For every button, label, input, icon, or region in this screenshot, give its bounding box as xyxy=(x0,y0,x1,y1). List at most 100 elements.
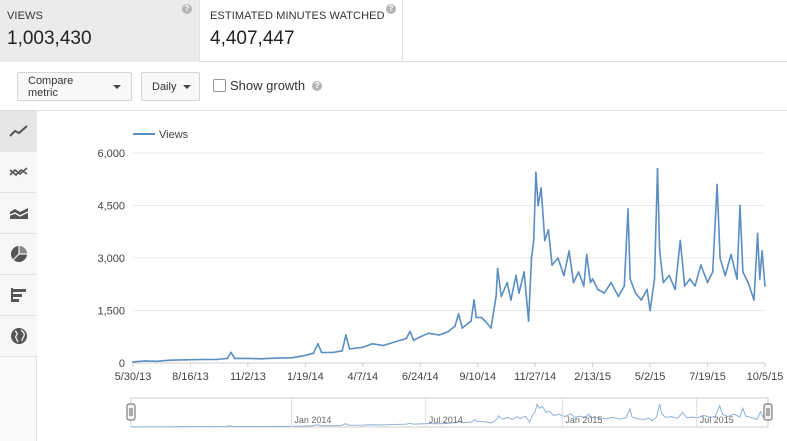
data-point xyxy=(247,357,249,360)
data-point xyxy=(596,288,599,291)
data-point xyxy=(656,167,659,170)
data-point xyxy=(572,281,575,284)
data-point xyxy=(662,281,665,284)
compare-metric-button[interactable]: Compare metric xyxy=(17,72,132,101)
legend-label: Views xyxy=(159,129,189,141)
map-chart-button[interactable] xyxy=(0,316,37,357)
data-point xyxy=(412,339,415,342)
data-point xyxy=(260,357,263,360)
data-point xyxy=(557,257,559,259)
data-point xyxy=(495,295,498,298)
help-icon[interactable]: ? xyxy=(182,4,192,14)
data-point xyxy=(290,356,293,359)
metric-card-views[interactable]: VIEWS 1,003,430 ? xyxy=(0,0,200,62)
data-point xyxy=(535,171,537,174)
data-point xyxy=(658,250,661,252)
x-tick-label: 8/16/13 xyxy=(172,371,209,383)
data-point xyxy=(304,354,307,357)
y-tick-label: 4,500 xyxy=(97,201,125,213)
metric-cards: VIEWS 1,003,430 ? ESTIMATED MINUTES WATC… xyxy=(0,0,787,62)
data-point xyxy=(764,285,766,287)
data-point xyxy=(646,288,649,291)
metric-card-minutes-watched[interactable]: ESTIMATED MINUTES WATCHED 4,407,447 ? xyxy=(200,0,403,62)
data-point xyxy=(617,295,620,298)
data-point xyxy=(694,285,696,287)
show-growth-label: Show growth xyxy=(230,78,306,93)
data-point xyxy=(724,274,727,277)
pie-chart-icon xyxy=(10,245,28,263)
help-icon[interactable]: ? xyxy=(386,4,396,14)
data-point xyxy=(169,359,172,362)
data-point xyxy=(582,285,585,287)
navigator-label: Jul 2015 xyxy=(700,415,734,425)
x-tick-label: 1/19/14 xyxy=(287,371,324,383)
pie-chart-button[interactable] xyxy=(0,234,37,275)
data-point xyxy=(653,278,656,280)
data-point xyxy=(627,208,629,210)
show-growth-toggle[interactable]: Show growth ? xyxy=(213,78,323,93)
compare-metric-label: Compare metric xyxy=(28,74,74,99)
data-point xyxy=(233,357,236,360)
line-chart-icon xyxy=(8,124,29,138)
range-handle-left[interactable] xyxy=(126,403,136,421)
data-point xyxy=(700,264,702,266)
data-point xyxy=(506,281,509,284)
data-point xyxy=(341,349,344,352)
help-icon[interactable]: ? xyxy=(312,80,323,91)
y-tick-label: 6,000 xyxy=(97,148,125,160)
interval-dropdown[interactable]: Daily xyxy=(141,72,200,101)
chevron-down-icon xyxy=(113,84,121,89)
data-point xyxy=(739,204,741,207)
data-point xyxy=(756,232,759,235)
y-tick-label: 3,000 xyxy=(97,253,125,265)
chart-toolbar: Compare metric Daily Show growth ? xyxy=(0,62,787,111)
x-tick-label: 10/5/15 xyxy=(747,371,784,383)
show-growth-checkbox[interactable] xyxy=(213,79,226,92)
metric-value: 4,407,447 xyxy=(210,28,295,49)
data-point xyxy=(371,342,374,345)
data-point xyxy=(230,351,232,354)
data-point xyxy=(509,299,512,301)
multiline-chart-icon xyxy=(8,165,29,179)
data-point xyxy=(568,250,570,252)
views-line-chart[interactable]: 0 1,500 3,000 4,500 6,000 5/30/13 8/16/13 11/2… xyxy=(37,111,787,441)
series-line-views[interactable] xyxy=(132,167,766,363)
data-point xyxy=(457,313,460,315)
range-handle-right[interactable] xyxy=(763,403,773,421)
x-tick-label: 9/10/14 xyxy=(459,371,496,383)
data-point xyxy=(629,278,632,280)
data-point xyxy=(185,358,187,361)
interval-label: Daily xyxy=(152,80,177,93)
data-point xyxy=(393,341,396,343)
data-point xyxy=(753,299,755,301)
data-point xyxy=(461,327,464,329)
data-point xyxy=(706,281,709,284)
multiline-chart-button[interactable] xyxy=(0,152,37,193)
data-point xyxy=(405,337,408,340)
data-point xyxy=(758,278,761,280)
data-point xyxy=(532,239,535,242)
data-point xyxy=(577,271,580,273)
line-chart-button[interactable] xyxy=(0,111,37,152)
data-point xyxy=(683,285,686,287)
globe-icon xyxy=(10,327,28,345)
data-point xyxy=(518,292,520,294)
data-point xyxy=(603,292,606,294)
data-point xyxy=(610,281,612,284)
data-point xyxy=(470,320,472,322)
stacked-area-chart-button[interactable] xyxy=(0,193,37,234)
data-point xyxy=(361,346,364,349)
data-point xyxy=(585,253,588,256)
metric-title: VIEWS xyxy=(7,10,43,22)
navigator-series-line xyxy=(130,402,769,428)
data-point xyxy=(523,271,526,273)
metric-cards-filler xyxy=(403,0,787,62)
data-point xyxy=(409,330,411,333)
data-point xyxy=(382,344,385,347)
data-point xyxy=(496,267,499,270)
data-point xyxy=(419,335,422,338)
data-point xyxy=(155,360,158,363)
bar-chart-button[interactable] xyxy=(0,275,37,316)
data-point xyxy=(348,348,351,350)
data-point xyxy=(736,278,738,280)
